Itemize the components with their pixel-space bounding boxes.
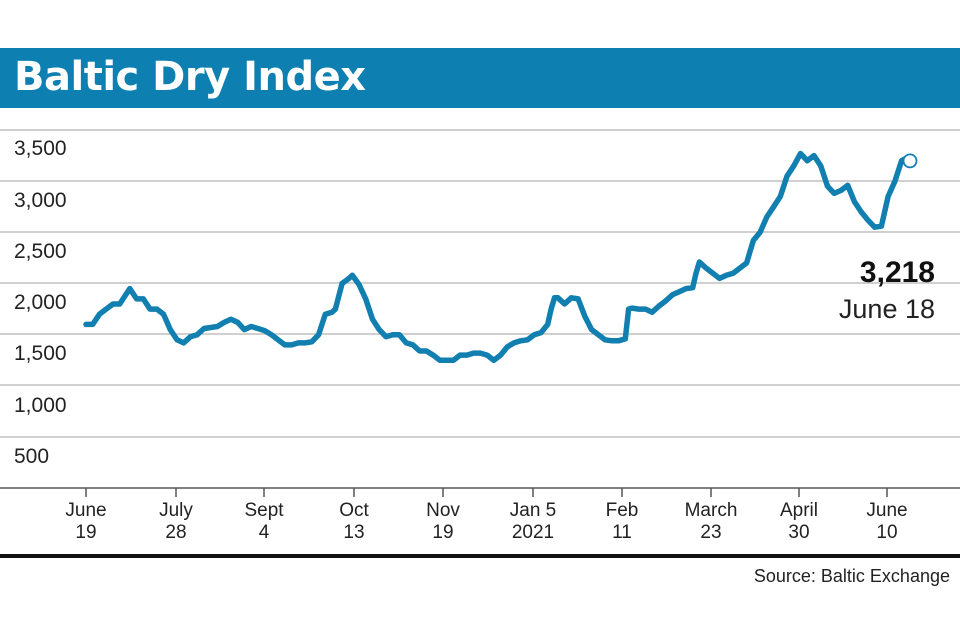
bottom-divider (0, 554, 960, 558)
y-tick-label: 500 (14, 445, 49, 468)
x-tick-label: 30 (788, 522, 809, 543)
x-tick-label: March (685, 500, 738, 521)
y-tick-label: 3,500 (14, 137, 67, 160)
x-tick-label: 28 (165, 522, 186, 543)
y-tick-label: 2,500 (14, 240, 67, 263)
end-point-marker (902, 153, 918, 169)
x-tick-label: Sept (244, 500, 284, 521)
y-tick-label: 1,500 (14, 342, 67, 365)
y-tick-label: 1,000 (14, 394, 67, 417)
x-tick-label: 11 (612, 522, 632, 543)
x-tick-label: 23 (700, 522, 721, 543)
x-tick-label: 19 (432, 522, 453, 543)
source-note: Source: Baltic Exchange (753, 566, 950, 586)
annotation-value: 3,218 (860, 256, 935, 289)
chart-title: Baltic Dry Index (14, 54, 366, 100)
series-line-baltic-dry-index (83, 150, 908, 364)
title-banner: Baltic Dry Index (0, 48, 960, 108)
y-tick-label: 2,000 (14, 291, 67, 314)
x-tick-label: Jan 5 (510, 500, 556, 521)
x-tick-label: Oct (339, 500, 369, 521)
x-tick-label: Nov (426, 500, 460, 521)
x-tick-label: 4 (259, 522, 270, 543)
x-tick-label: 19 (75, 522, 96, 543)
x-tick-label: 13 (343, 522, 364, 543)
x-tick-label: 2021 (512, 522, 554, 543)
x-tick-label: June (65, 500, 106, 521)
y-tick-label: 3,000 (14, 189, 67, 212)
annotation-label: June 18 (839, 294, 935, 324)
x-tick-label: April (780, 500, 818, 521)
x-tick-label: 10 (876, 522, 897, 543)
x-tick-label: July (159, 500, 193, 521)
x-tick-label: Feb (606, 500, 639, 521)
x-tick-label: June (866, 500, 907, 521)
